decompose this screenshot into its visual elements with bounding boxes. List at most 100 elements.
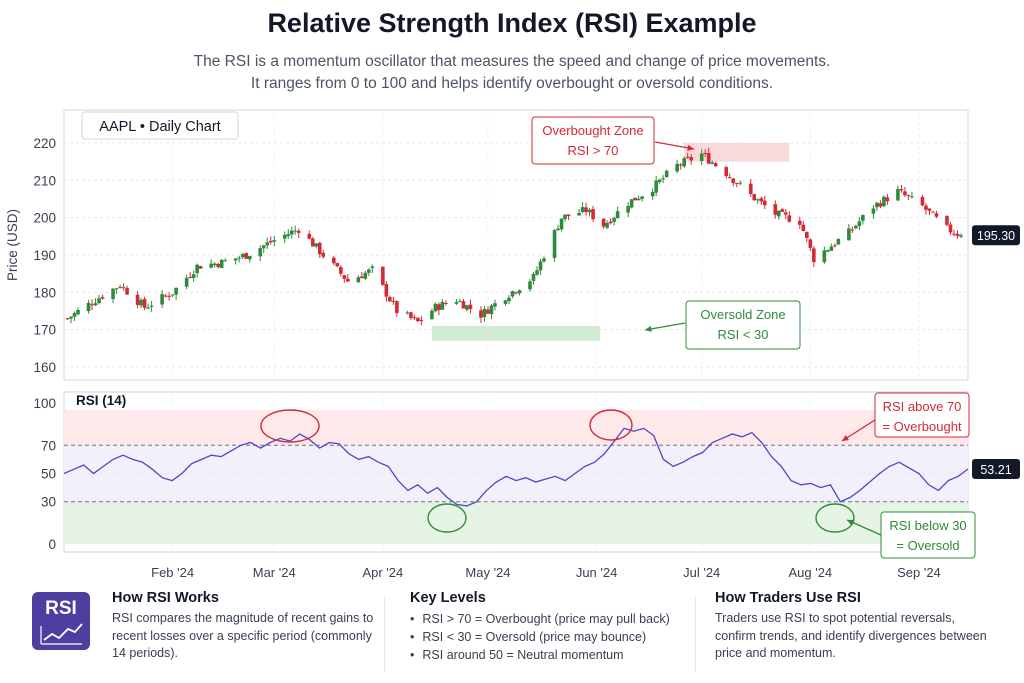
candle-body [682,158,686,167]
candle-body [566,214,571,217]
candle-body [160,294,164,305]
rsi-chart: 160 170 180 190 200 210 220 0 30 50 70 100 Feb '24 Ma… [5,109,1020,580]
oversold-zone-highlight [431,325,601,341]
key-levels-section: Key Levels RSI > 70 = Overbought (price … [410,590,690,678]
candle-body [261,245,266,249]
candle-body [100,296,105,299]
candle-body [381,266,385,285]
rsi-logo-text: RSI [45,598,77,619]
candle-body [265,242,270,246]
candle-body [461,301,466,309]
candle-body [580,207,585,213]
overbought-highlight-circle [589,409,633,441]
rsi-overbought-zone [64,410,968,446]
rsi-below-30-callout-text: = Oversold [896,538,959,553]
candle-body [293,230,298,232]
candle-body [517,290,522,294]
candle-body [486,309,490,314]
candle-body [412,317,417,319]
candle-body [454,302,459,304]
candle-body [388,297,392,302]
candle-body [188,276,192,278]
candle-body [903,191,907,196]
x-tick-label: Aug '24 [788,565,832,580]
mini-chart-icon [40,623,83,645]
candle-body [307,233,312,239]
page-subtitle: The RSI is a momentum oscillator that me… [0,51,1024,95]
candle-body [146,307,150,309]
candle-body [465,305,469,310]
rsi-panel-title: RSI (14) [76,393,126,408]
candle-body [363,272,368,279]
candle-body [780,209,785,212]
overbought-zone-callout-box [531,116,655,165]
rsi-above-70-callout-text: = Overbought [882,419,962,434]
candle-body [959,235,963,237]
candle-body [535,270,539,275]
rsi-above-70-callout-arrowhead [842,435,849,441]
candle-body [703,152,708,154]
last-price-value: 195.30 [977,229,1015,243]
candle-body [272,240,277,242]
candle-body [836,239,841,245]
candle-body [240,254,245,258]
oversold-highlight-circle [427,503,467,533]
price-tick-label: 190 [33,248,56,263]
candle-body [906,195,911,197]
x-tick-label: Feb '24 [151,565,194,580]
candle-body [552,230,557,258]
candle-body [577,212,581,216]
rsi-tick-label: 0 [48,537,56,552]
candle-body [174,287,178,295]
candle-body [706,153,711,164]
candle-body [678,164,683,166]
oversold-zone-callout-text: Oversold Zone [700,307,785,322]
candle-body [661,178,665,180]
candle-body [507,297,511,302]
candle-body [822,250,827,263]
candle-body [689,157,693,161]
candle-body [798,220,802,225]
last-rsi-tag [972,458,1020,479]
candle-body [734,183,739,185]
oversold-zone-callout-box [685,300,801,350]
candle-body [945,215,949,225]
candle-body [170,294,175,296]
section-divider [384,597,385,672]
candle-body [812,248,816,263]
candle-body [360,276,364,279]
rsi-above-70-callout-box [874,392,970,438]
candle-body [748,183,753,195]
candle-body [699,153,704,161]
candle-body [636,198,641,201]
candle-body [601,218,606,227]
candle-body [69,316,73,319]
candle-body [72,312,77,317]
overbought-zone-callout-text: Overbought Zone [542,123,643,138]
candle-body [479,310,483,318]
candle-body [657,179,662,183]
candle-body [871,208,876,214]
price-tick-label: 220 [33,136,56,151]
candle-body [468,304,473,309]
candle-body [805,232,809,238]
candle-body [762,200,767,206]
candle-body [924,205,928,210]
candle-body [850,229,855,231]
last-rsi-value: 53.21 [980,463,1011,477]
candle-body [437,304,441,311]
candle-body [195,264,199,274]
section-divider [695,597,696,672]
key-level-neutral: RSI around 50 = Neutral momentum [410,646,690,664]
candle-body [416,317,420,322]
x-tick-label: Jul '24 [683,565,720,580]
price-tick-label: 170 [33,323,56,338]
candle-body [90,304,94,306]
candle-body [833,245,837,247]
candle-body [882,196,886,207]
rsi-tick-label: 100 [33,396,56,411]
candle-body [321,252,326,257]
candle-body [219,259,224,268]
candle-body [356,277,361,283]
candle-body [654,180,658,193]
